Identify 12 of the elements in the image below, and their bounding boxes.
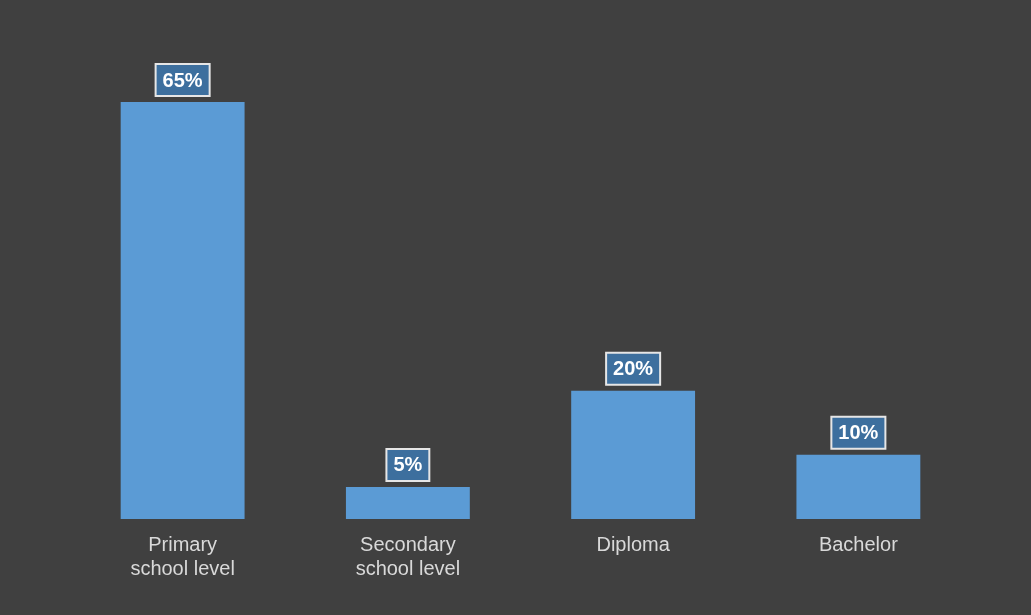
- bar: [345, 486, 470, 519]
- data-label: 20%: [613, 357, 654, 380]
- data-label: 10%: [838, 421, 879, 444]
- bar: [120, 102, 245, 519]
- data-label: 5%: [393, 453, 423, 476]
- x-tick-label: Bachelor: [818, 532, 899, 555]
- x-tick-label: Primary school level: [130, 532, 235, 579]
- bar: [571, 390, 696, 519]
- bar: [796, 454, 921, 519]
- data-label: 65%: [162, 68, 203, 91]
- x-tick-label: Diploma: [596, 532, 671, 555]
- x-tick-label: Secondary school level: [355, 532, 461, 579]
